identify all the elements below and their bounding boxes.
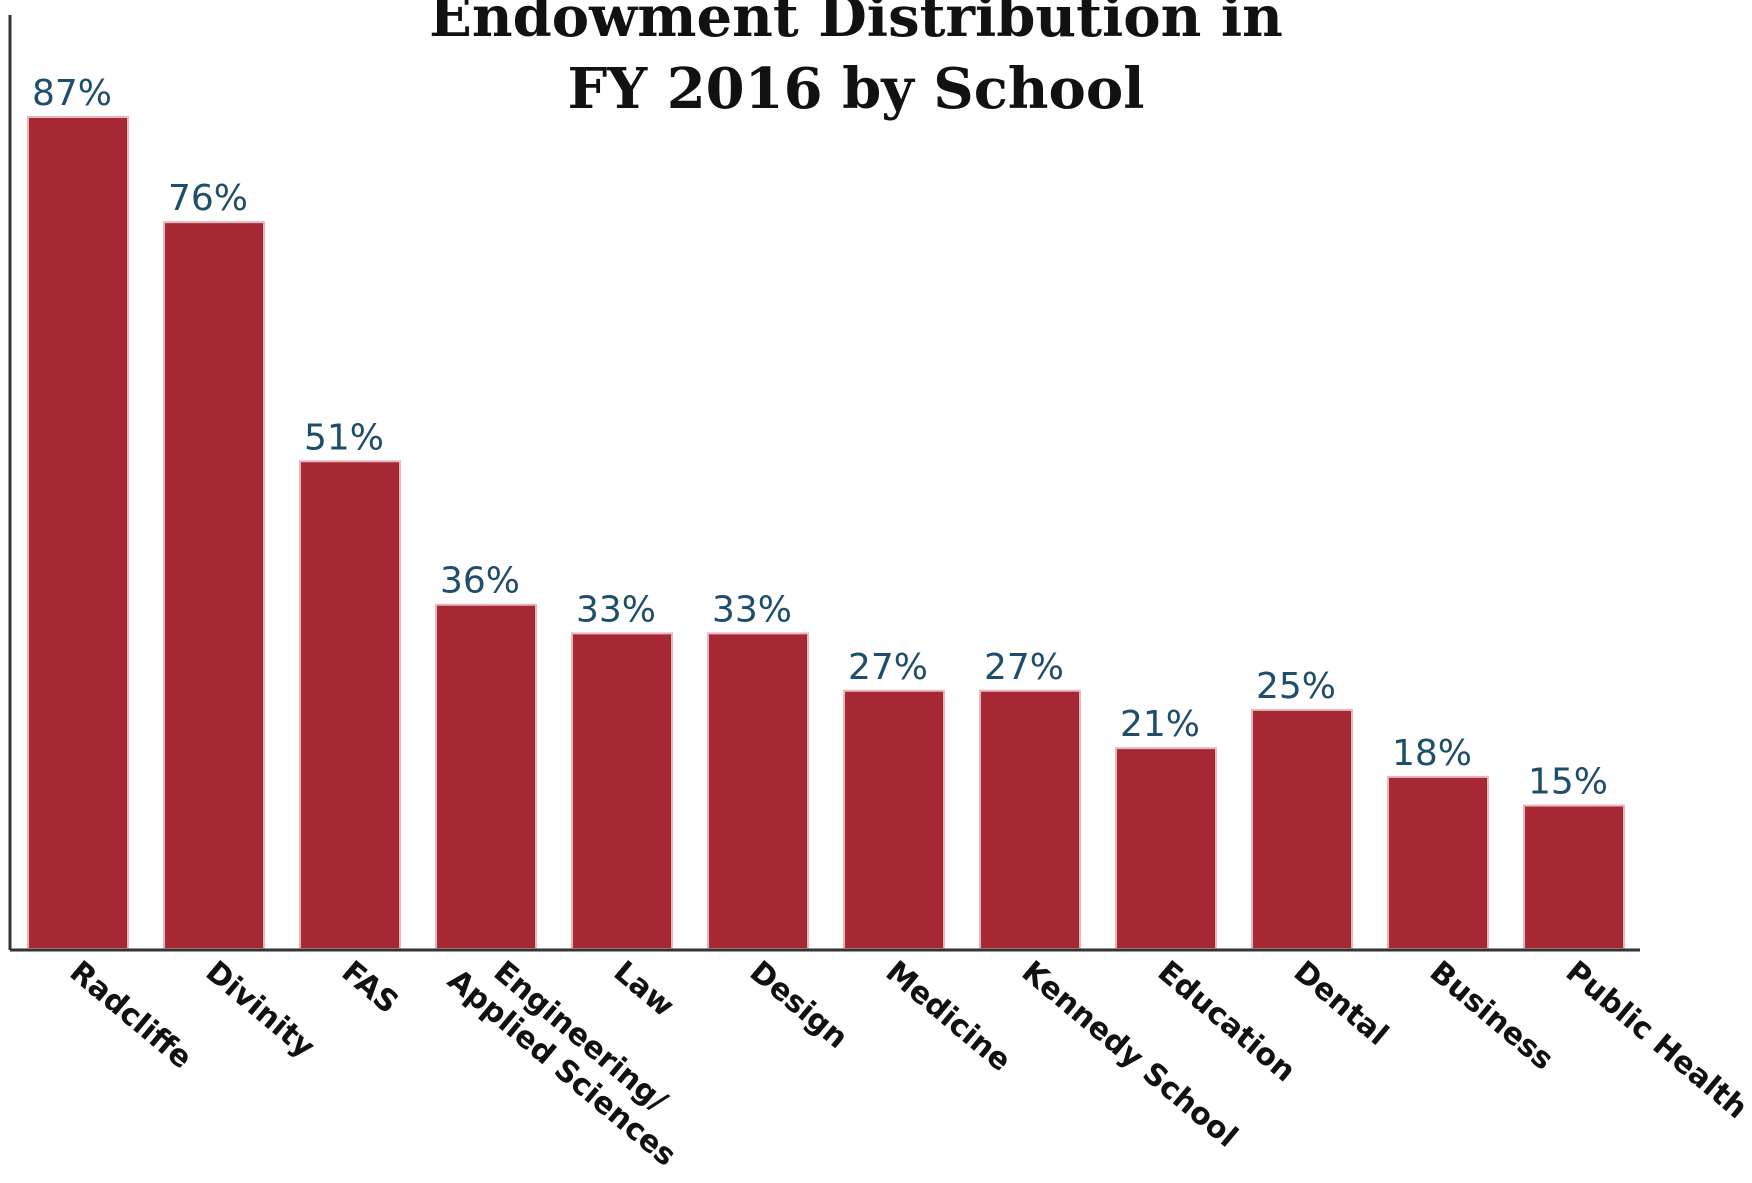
category-label-2-line-0: FAS bbox=[335, 954, 405, 1021]
category-label-9: Dental bbox=[1287, 954, 1395, 1052]
value-label-5: 33% bbox=[712, 589, 792, 630]
value-label-6: 27% bbox=[848, 647, 928, 688]
chart-title-line-1: Endowment Distribution in bbox=[429, 0, 1283, 50]
bar-1 bbox=[163, 221, 265, 951]
bar-5 bbox=[707, 632, 809, 951]
bar-6 bbox=[843, 689, 945, 950]
category-label-3: Engineering/Applied Sciences bbox=[441, 935, 706, 1173]
category-labels-group: Radcliffe Divinity FAS Engineering/Applied … bbox=[63, 935, 1752, 1173]
category-label-9-line-0: Dental bbox=[1287, 954, 1395, 1052]
category-label-6-line-0: Medicine bbox=[879, 954, 1018, 1078]
category-label-10: Business bbox=[1423, 954, 1560, 1077]
category-label-4: Law bbox=[607, 954, 681, 1024]
value-label-3: 36% bbox=[440, 561, 520, 602]
value-label-8: 21% bbox=[1120, 704, 1200, 745]
category-label-5: Design bbox=[743, 954, 855, 1056]
category-label-10-line-0: Business bbox=[1423, 954, 1560, 1077]
value-label-4: 33% bbox=[576, 589, 656, 630]
category-label-5-line-0: Design bbox=[743, 954, 855, 1056]
category-label-11-line-0: Public Health bbox=[1559, 954, 1752, 1126]
value-labels-group: 87% 76% 51% 36% 33% 33% 27% 27% 21% 25% 18% 15% bbox=[32, 73, 1608, 803]
value-label-2: 51% bbox=[304, 417, 384, 458]
value-label-0: 87% bbox=[32, 73, 112, 114]
category-label-1-line-0: Divinity bbox=[199, 954, 322, 1065]
value-label-11: 15% bbox=[1528, 762, 1608, 803]
bar-11 bbox=[1523, 804, 1625, 950]
category-label-0: Radcliffe bbox=[63, 954, 199, 1076]
category-label-4-line-0: Law bbox=[607, 954, 681, 1024]
chart-title-line-2: FY 2016 by School bbox=[567, 56, 1144, 122]
value-label-1: 76% bbox=[168, 178, 248, 219]
category-label-2: FAS bbox=[335, 954, 405, 1021]
bar-9 bbox=[1251, 708, 1353, 951]
category-label-6: Medicine bbox=[879, 954, 1018, 1078]
value-label-9: 25% bbox=[1256, 666, 1336, 707]
bars-group bbox=[27, 116, 1625, 951]
category-label-0-line-0: Radcliffe bbox=[63, 954, 199, 1076]
value-label-10: 18% bbox=[1392, 733, 1472, 774]
bar-10 bbox=[1387, 775, 1489, 950]
bar-7 bbox=[979, 689, 1081, 950]
category-label-1: Divinity bbox=[199, 954, 322, 1065]
bar-8 bbox=[1115, 747, 1217, 951]
value-label-7: 27% bbox=[984, 647, 1064, 688]
category-label-11: Public Health bbox=[1559, 954, 1752, 1126]
bar-2 bbox=[299, 460, 401, 950]
bar-3 bbox=[435, 603, 537, 950]
bar-4 bbox=[571, 632, 673, 951]
bar-0 bbox=[27, 116, 129, 950]
